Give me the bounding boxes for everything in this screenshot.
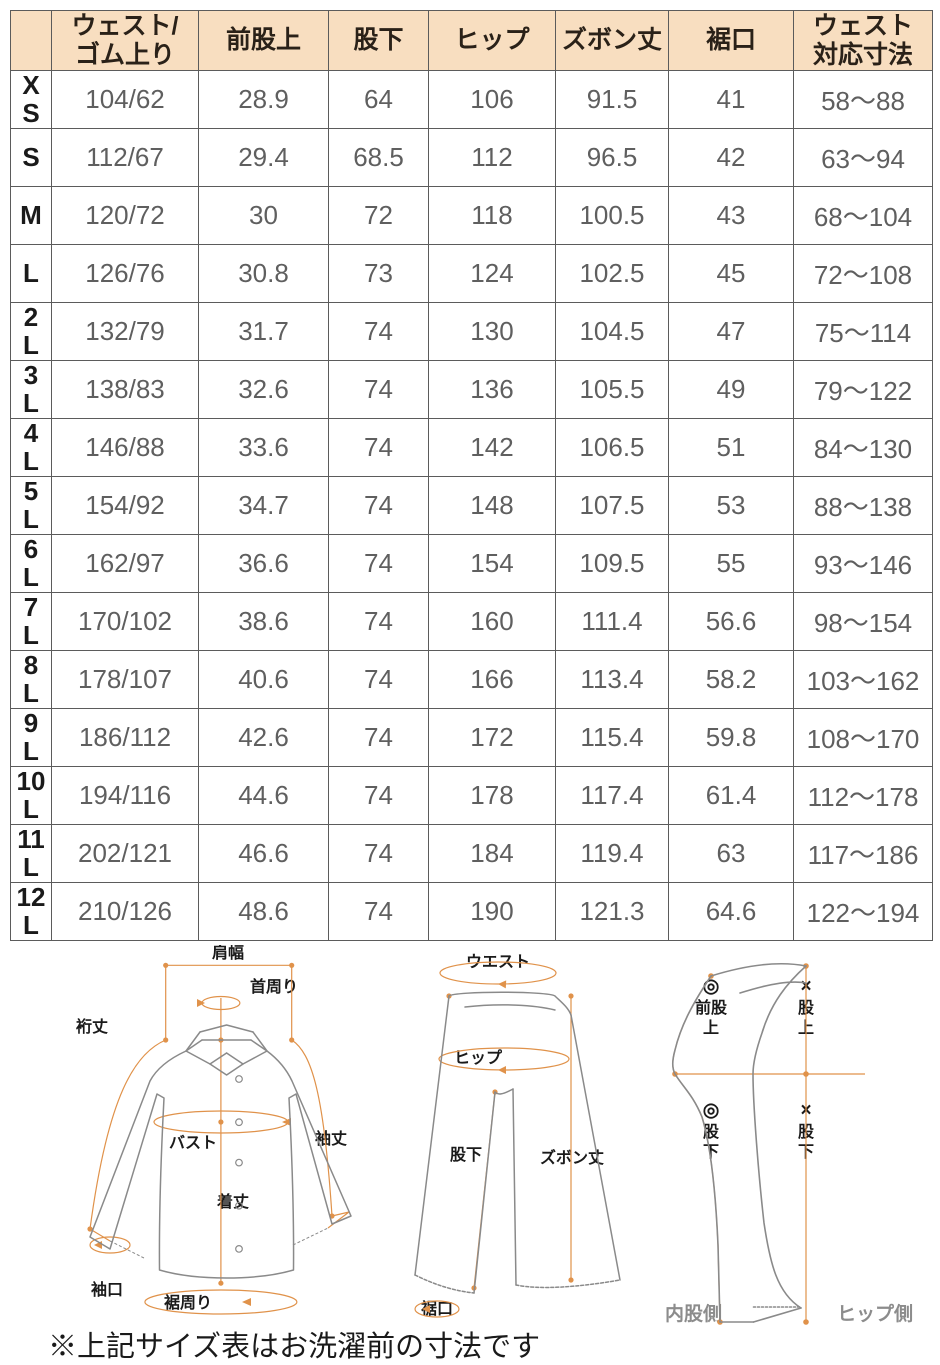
svg-text:◎: ◎ xyxy=(703,976,720,997)
svg-text:上: 上 xyxy=(703,1019,719,1037)
svg-text:袖口: 袖口 xyxy=(91,1280,123,1299)
svg-text:裄丈: 裄丈 xyxy=(75,1017,108,1036)
svg-text:バスト: バスト xyxy=(169,1134,217,1152)
svg-text:ヒップ側: ヒップ側 xyxy=(837,1302,913,1325)
svg-text:肩幅: 肩幅 xyxy=(212,945,244,962)
svg-text:股下: 股下 xyxy=(450,1146,482,1164)
svg-text:ズボン丈: ズボン丈 xyxy=(540,1148,604,1167)
svg-text:裾周り: 裾周り xyxy=(164,1293,212,1312)
svg-text:◎: ◎ xyxy=(703,1100,720,1121)
svg-text:前股: 前股 xyxy=(695,998,728,1017)
svg-text:内股側: 内股側 xyxy=(665,1302,722,1325)
svg-text:首周り: 首周り xyxy=(250,977,298,996)
